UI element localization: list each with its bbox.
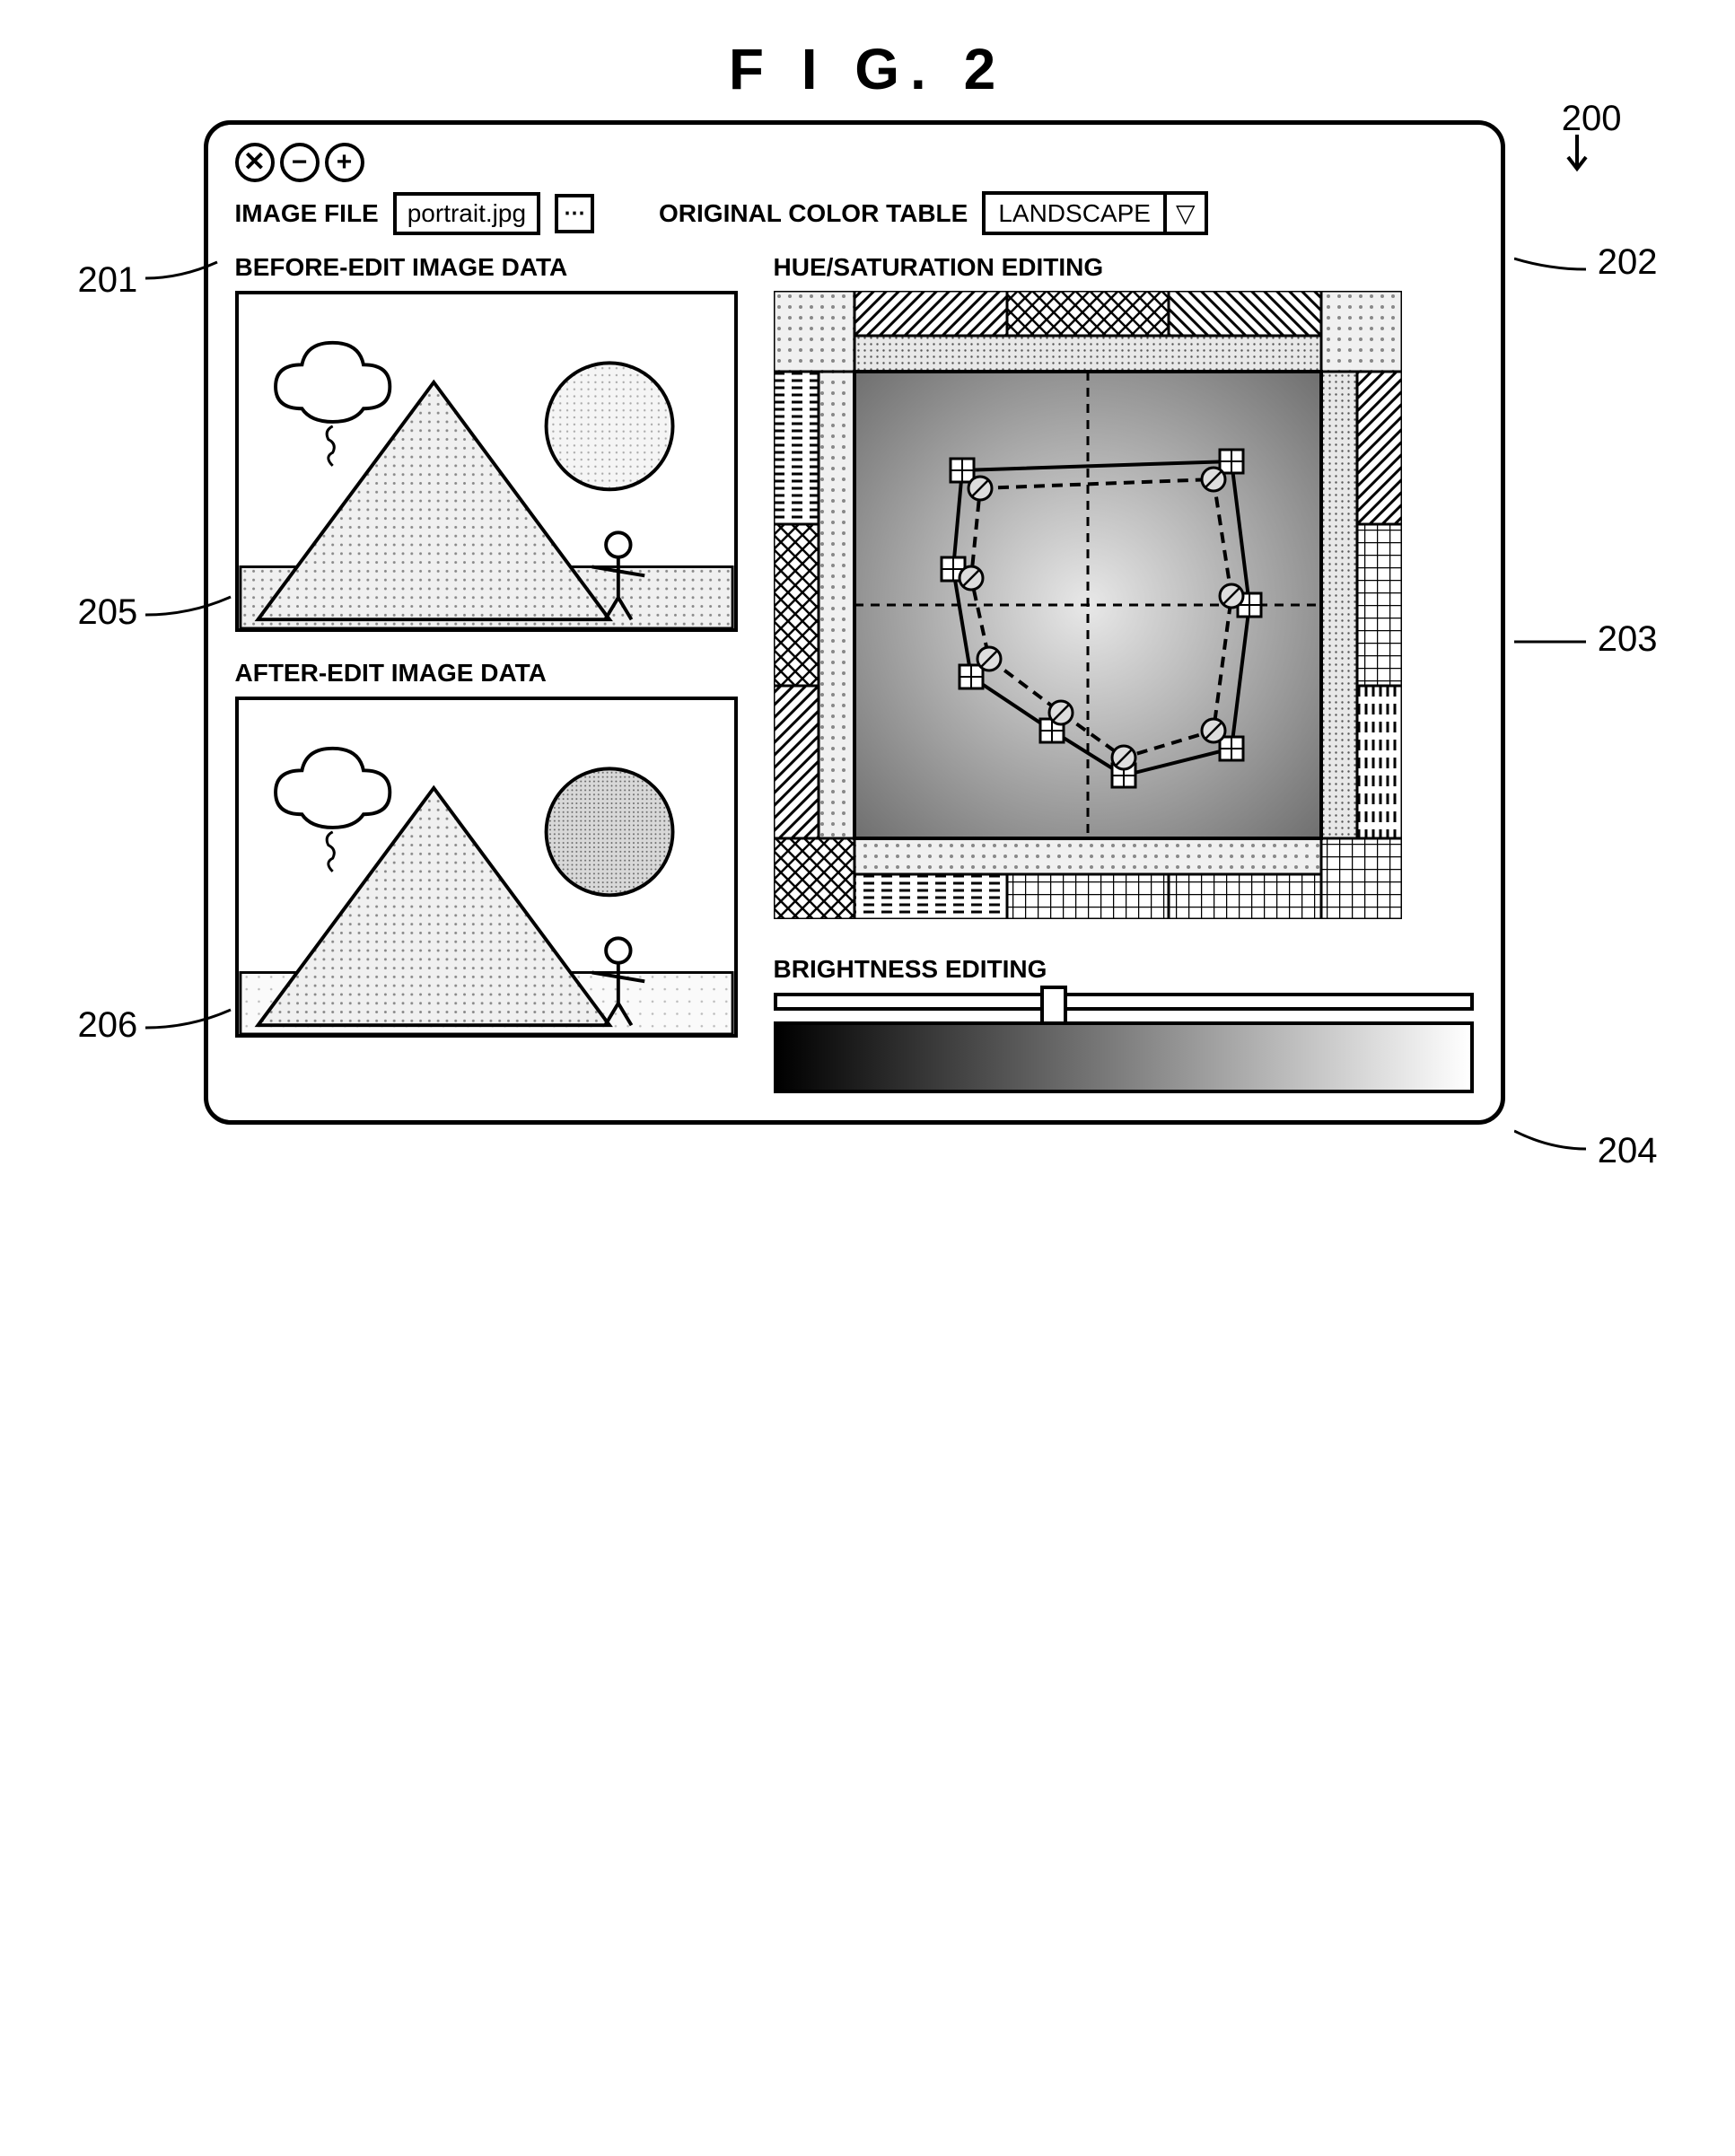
- callout-206: 206: [78, 1005, 138, 1046]
- after-scene: [239, 700, 734, 1034]
- maximize-icon[interactable]: +: [325, 143, 364, 182]
- chevron-down-icon: ▽: [1163, 195, 1205, 232]
- app-window: ✕ − + IMAGE FILE portrait.jpg ⋯ ORIGINAL…: [204, 120, 1505, 1125]
- before-panel: BEFORE-EDIT IMAGE DATA: [235, 253, 738, 632]
- leader-201: [145, 251, 226, 287]
- after-panel: AFTER-EDIT IMAGE DATA: [235, 659, 738, 1038]
- callout-203: 203: [1598, 619, 1658, 660]
- callout-204: 204: [1598, 1131, 1658, 1171]
- leader-202: [1514, 251, 1586, 278]
- color-table-label: ORIGINAL COLOR TABLE: [659, 199, 968, 228]
- brightness-thumb[interactable]: [1040, 986, 1067, 1025]
- image-file-label: IMAGE FILE: [235, 199, 379, 228]
- image-file-field[interactable]: portrait.jpg: [393, 192, 540, 235]
- before-scene: [239, 294, 734, 628]
- color-table-value: LANDSCAPE: [986, 196, 1163, 232]
- leader-206: [145, 1005, 235, 1050]
- leader-205: [145, 592, 235, 637]
- hue-sat-editor[interactable]: [774, 291, 1402, 919]
- toolbar: IMAGE FILE portrait.jpg ⋯ ORIGINAL COLOR…: [235, 191, 1474, 235]
- callout-205: 205: [78, 592, 138, 633]
- callout-202: 202: [1598, 242, 1658, 283]
- brightness-slider[interactable]: [774, 993, 1474, 1011]
- leader-203: [1514, 628, 1586, 655]
- color-table-dropdown[interactable]: LANDSCAPE ▽: [982, 191, 1207, 235]
- window-titlebar: ✕ − +: [235, 143, 1474, 182]
- callout-201: 201: [78, 260, 138, 301]
- callout-200: 200: [1562, 99, 1622, 139]
- after-preview: [235, 697, 738, 1038]
- leader-204: [1514, 1122, 1586, 1158]
- brightness-panel: BRIGHTNESS EDITING: [774, 955, 1474, 1093]
- figure-title: F I G. 2: [60, 36, 1676, 102]
- before-label: BEFORE-EDIT IMAGE DATA: [235, 253, 738, 282]
- minimize-icon[interactable]: −: [280, 143, 320, 182]
- after-label: AFTER-EDIT IMAGE DATA: [235, 659, 738, 688]
- callout-arrow-200: [1559, 135, 1595, 180]
- brightness-label: BRIGHTNESS EDITING: [774, 955, 1474, 984]
- brightness-gradient: [774, 1021, 1474, 1093]
- close-icon[interactable]: ✕: [235, 143, 275, 182]
- before-preview: [235, 291, 738, 632]
- browse-button[interactable]: ⋯: [555, 194, 594, 233]
- hue-sat-label: HUE/SATURATION EDITING: [774, 253, 1474, 282]
